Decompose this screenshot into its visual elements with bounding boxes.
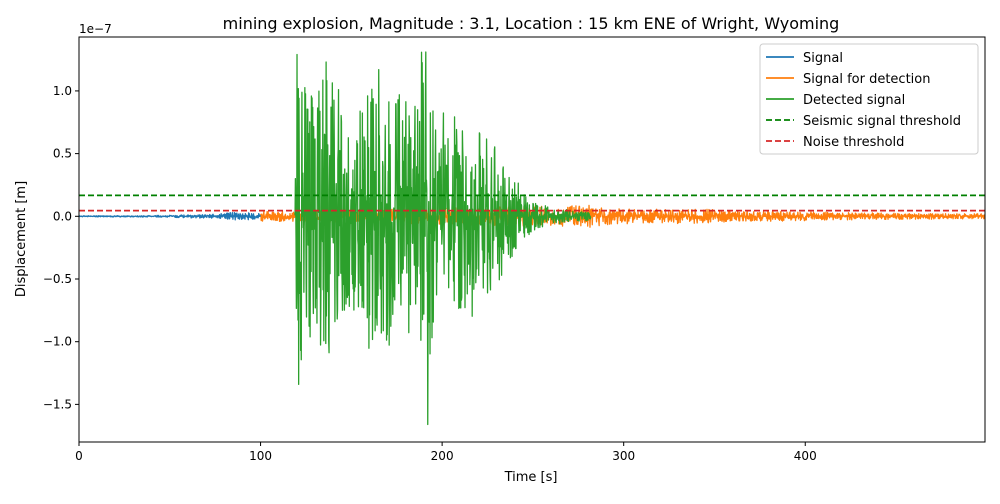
x-tick-label: 300 (612, 449, 635, 463)
y-tick-label: 1.0 (53, 84, 72, 98)
y-axis: −1.5 −1.0 −0.5 0.0 0.5 1.0 (43, 84, 79, 411)
y-tick-label: 0.0 (53, 209, 72, 223)
x-tick-label: 200 (431, 449, 454, 463)
y-tick-label: 0.5 (53, 147, 72, 161)
legend-label: Seismic signal threshold (803, 114, 961, 129)
x-tick-label: 100 (249, 449, 272, 463)
x-axis: 0 100 200 300 400 (75, 442, 817, 463)
y-scale-label: 1e−7 (79, 22, 112, 36)
legend-label: Detected signal (803, 93, 905, 108)
plot-area (78, 36, 986, 443)
legend-box (759, 43, 979, 155)
chart-title: mining explosion, Magnitude : 3.1, Locat… (223, 14, 840, 33)
x-tick-label: 400 (794, 449, 817, 463)
y-tick-label: −1.0 (43, 335, 72, 349)
legend-label: Noise threshold (803, 135, 904, 150)
x-tick-label: 0 (75, 449, 83, 463)
legend-label: Signal for detection (803, 72, 930, 87)
legend-label: Signal (803, 51, 843, 66)
series-layer (79, 51, 985, 426)
series-line (79, 211, 262, 221)
legend: Signal Signal for detection Detected signa… (759, 43, 979, 155)
y-tick-label: −1.5 (43, 397, 72, 411)
plot-frame (78, 36, 986, 443)
y-axis-label: Displacement [m] (14, 181, 29, 297)
series-line (294, 51, 592, 426)
y-tick-label: −0.5 (43, 272, 72, 286)
x-axis-label: Time [s] (504, 470, 558, 485)
